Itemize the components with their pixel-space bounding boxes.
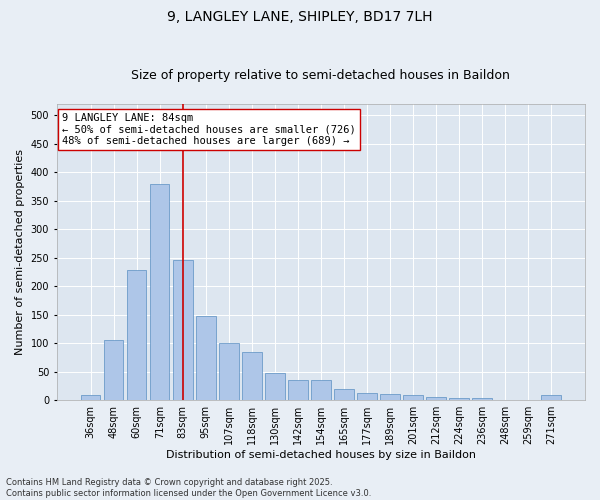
Title: Size of property relative to semi-detached houses in Baildon: Size of property relative to semi-detach… [131, 69, 511, 82]
Bar [127, 270, 146, 400]
Bar [334, 389, 354, 400]
Bar [150, 184, 169, 400]
Bar [288, 380, 308, 400]
X-axis label: Distribution of semi-detached houses by size in Baildon: Distribution of semi-detached houses by … [166, 450, 476, 460]
Bar [472, 398, 492, 400]
Bar [219, 342, 239, 400]
Bar [403, 394, 423, 400]
Bar [449, 398, 469, 400]
Bar [426, 398, 446, 400]
Text: Contains HM Land Registry data © Crown copyright and database right 2025.
Contai: Contains HM Land Registry data © Crown c… [6, 478, 371, 498]
Bar [541, 395, 561, 400]
Bar [81, 394, 100, 400]
Bar [357, 394, 377, 400]
Bar [196, 316, 215, 400]
Bar [173, 260, 193, 400]
Bar [380, 394, 400, 400]
Text: 9 LANGLEY LANE: 84sqm
← 50% of semi-detached houses are smaller (726)
48% of sem: 9 LANGLEY LANE: 84sqm ← 50% of semi-deta… [62, 113, 356, 146]
Bar [311, 380, 331, 400]
Bar [104, 340, 124, 400]
Y-axis label: Number of semi-detached properties: Number of semi-detached properties [15, 149, 25, 355]
Bar [265, 374, 284, 400]
Bar [242, 352, 262, 400]
Text: 9, LANGLEY LANE, SHIPLEY, BD17 7LH: 9, LANGLEY LANE, SHIPLEY, BD17 7LH [167, 10, 433, 24]
